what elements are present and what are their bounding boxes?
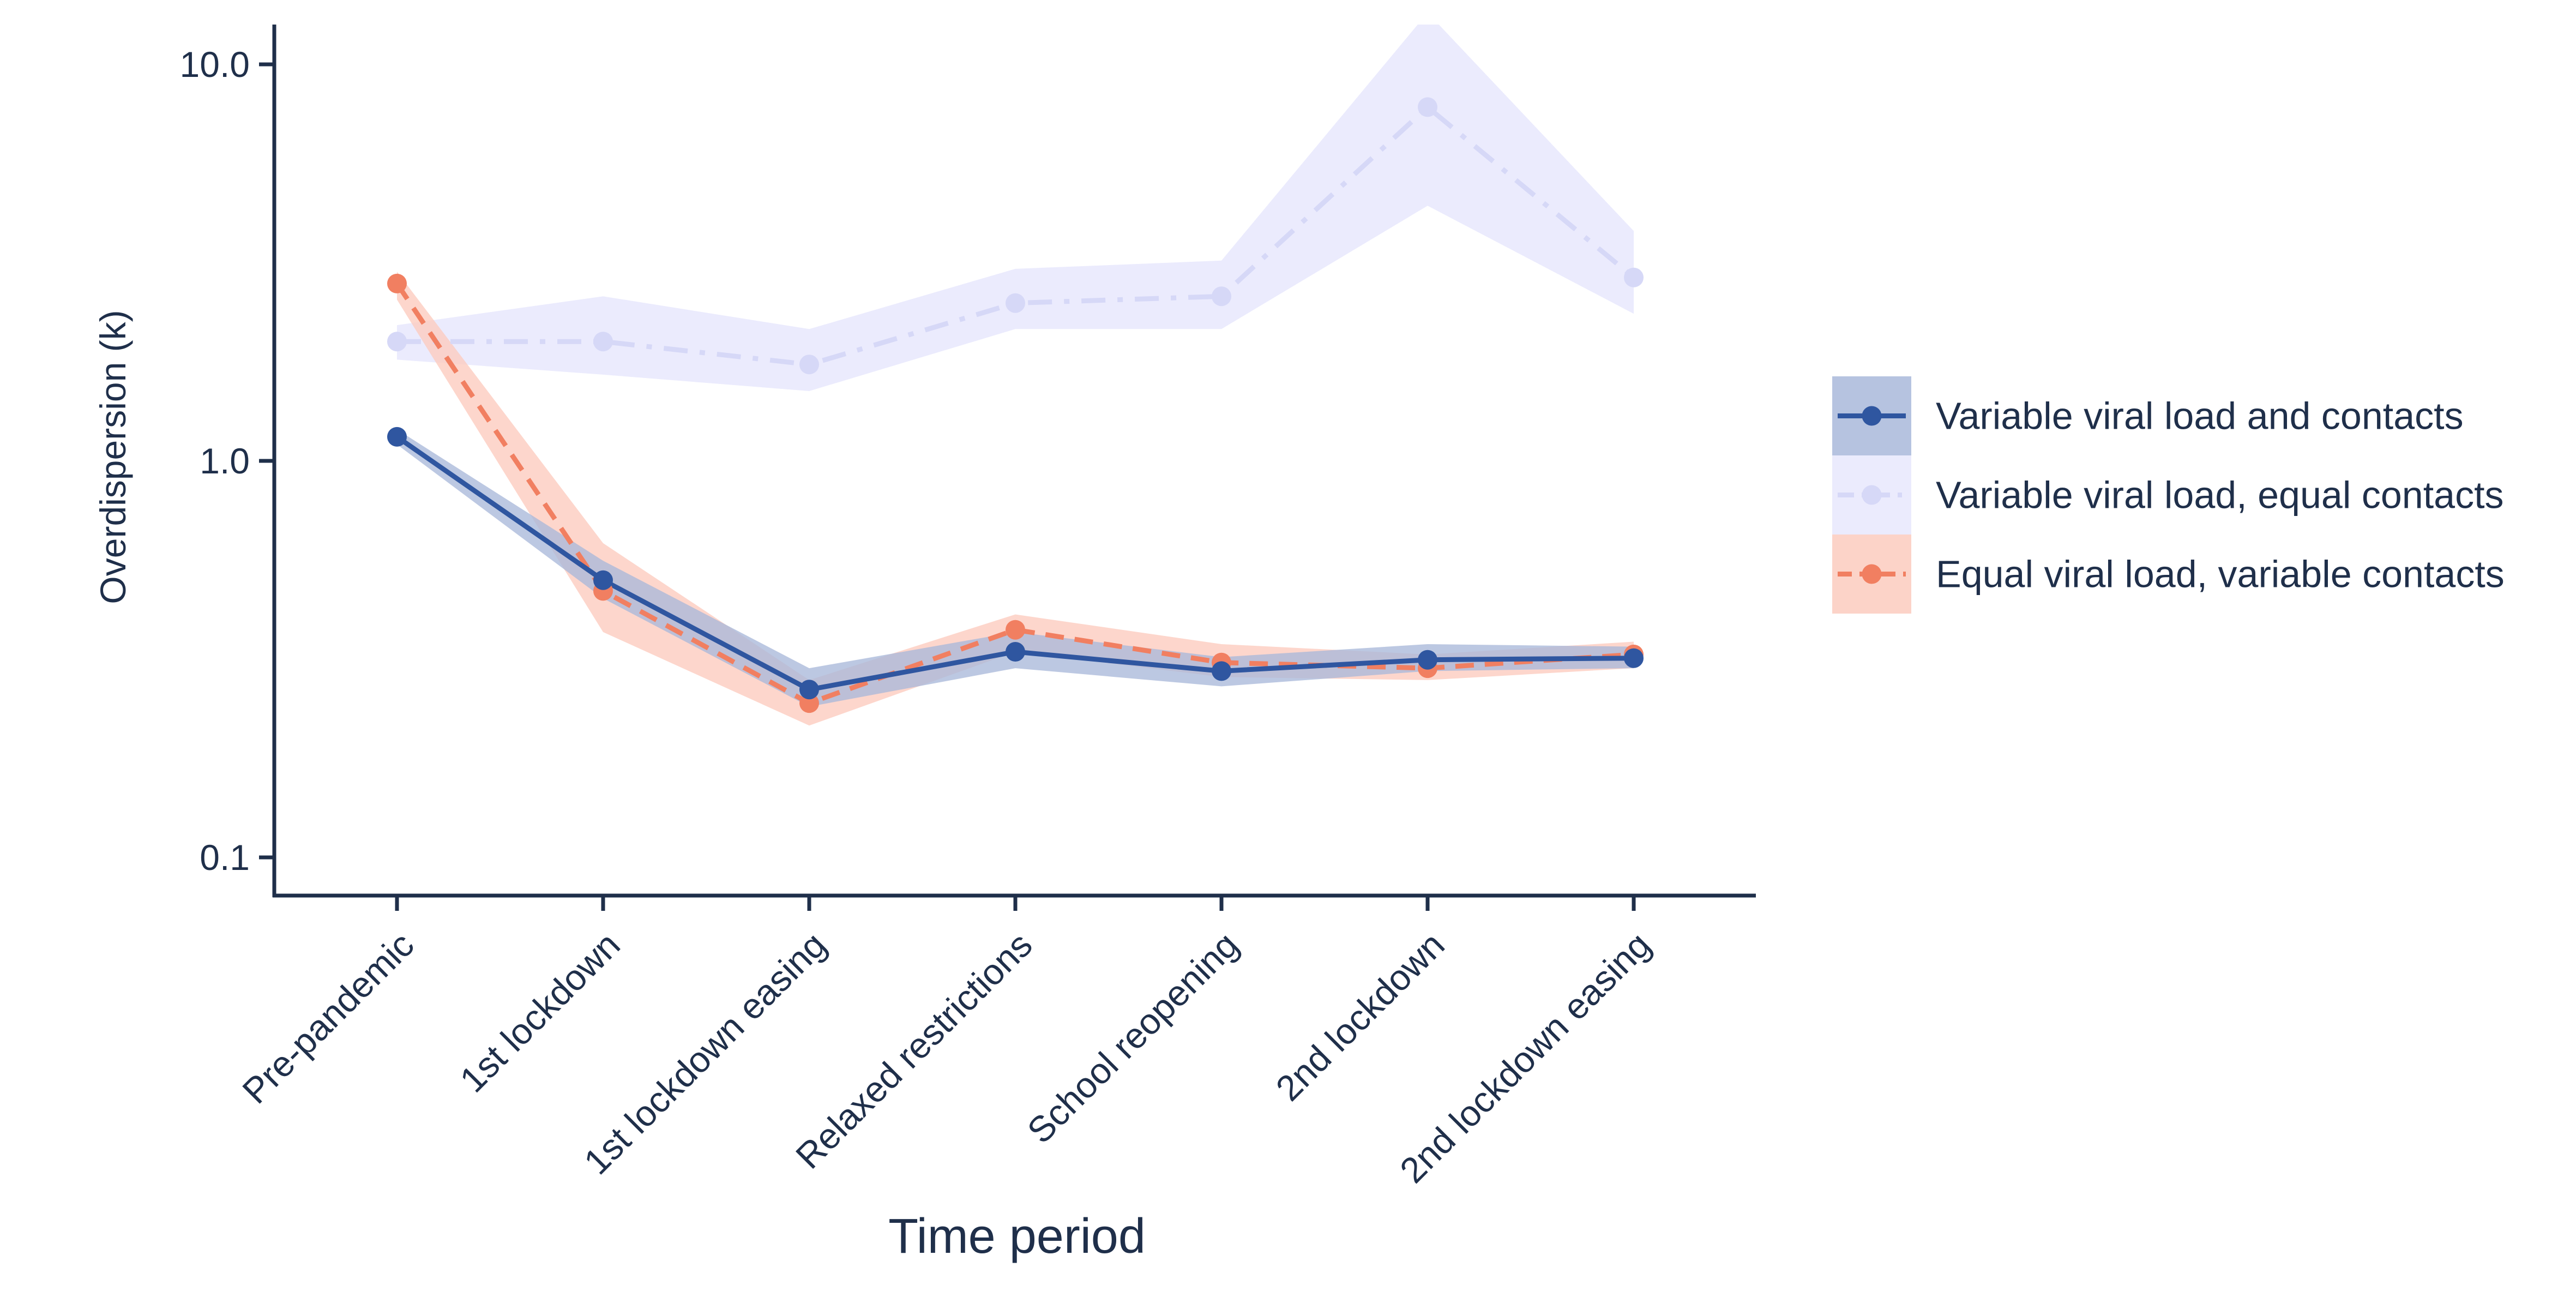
legend-label: Variable viral load and contacts [1936, 395, 2464, 437]
data-point-s2-3 [1006, 620, 1025, 640]
y-tick-label: 0.1 [200, 837, 250, 878]
data-point-s2-0 [387, 273, 407, 293]
data-point-s0-4 [1212, 661, 1231, 681]
legend-key-point [1862, 485, 1882, 505]
data-point-s0-5 [1418, 650, 1437, 670]
legend-label: Variable viral load, equal contacts [1936, 474, 2504, 517]
data-point-s1-4 [1212, 286, 1231, 307]
legend-key-point [1862, 406, 1882, 426]
y-axis-title: Overdispersion (k) [93, 310, 133, 604]
data-point-s1-1 [593, 332, 613, 352]
data-point-s0-1 [593, 570, 613, 590]
data-point-s0-6 [1624, 648, 1644, 668]
data-point-s0-0 [387, 427, 407, 447]
legend: Variable viral load and contacts Variable… [1832, 376, 2505, 614]
data-point-s0-2 [799, 680, 819, 700]
band-2 [397, 272, 1634, 726]
data-point-s1-5 [1418, 97, 1437, 117]
x-axis-title: Time period [888, 1209, 1146, 1264]
data-point-s1-6 [1624, 267, 1644, 287]
y-tick-label: 1.0 [200, 441, 250, 481]
series-points [387, 97, 1644, 713]
y-axis-ticks: 0.1 1.0 10.0 [180, 44, 274, 878]
band-1 [397, 25, 1634, 391]
legend-key-point [1862, 564, 1882, 584]
data-point-s0-3 [1006, 642, 1025, 662]
legend-label: Equal viral load, variable contacts [1936, 553, 2505, 596]
data-point-s1-3 [1006, 293, 1025, 313]
data-point-s2-2 [799, 693, 819, 713]
y-tick-label: 10.0 [180, 44, 250, 85]
data-point-s1-2 [799, 355, 819, 375]
data-point-s1-0 [387, 332, 407, 352]
